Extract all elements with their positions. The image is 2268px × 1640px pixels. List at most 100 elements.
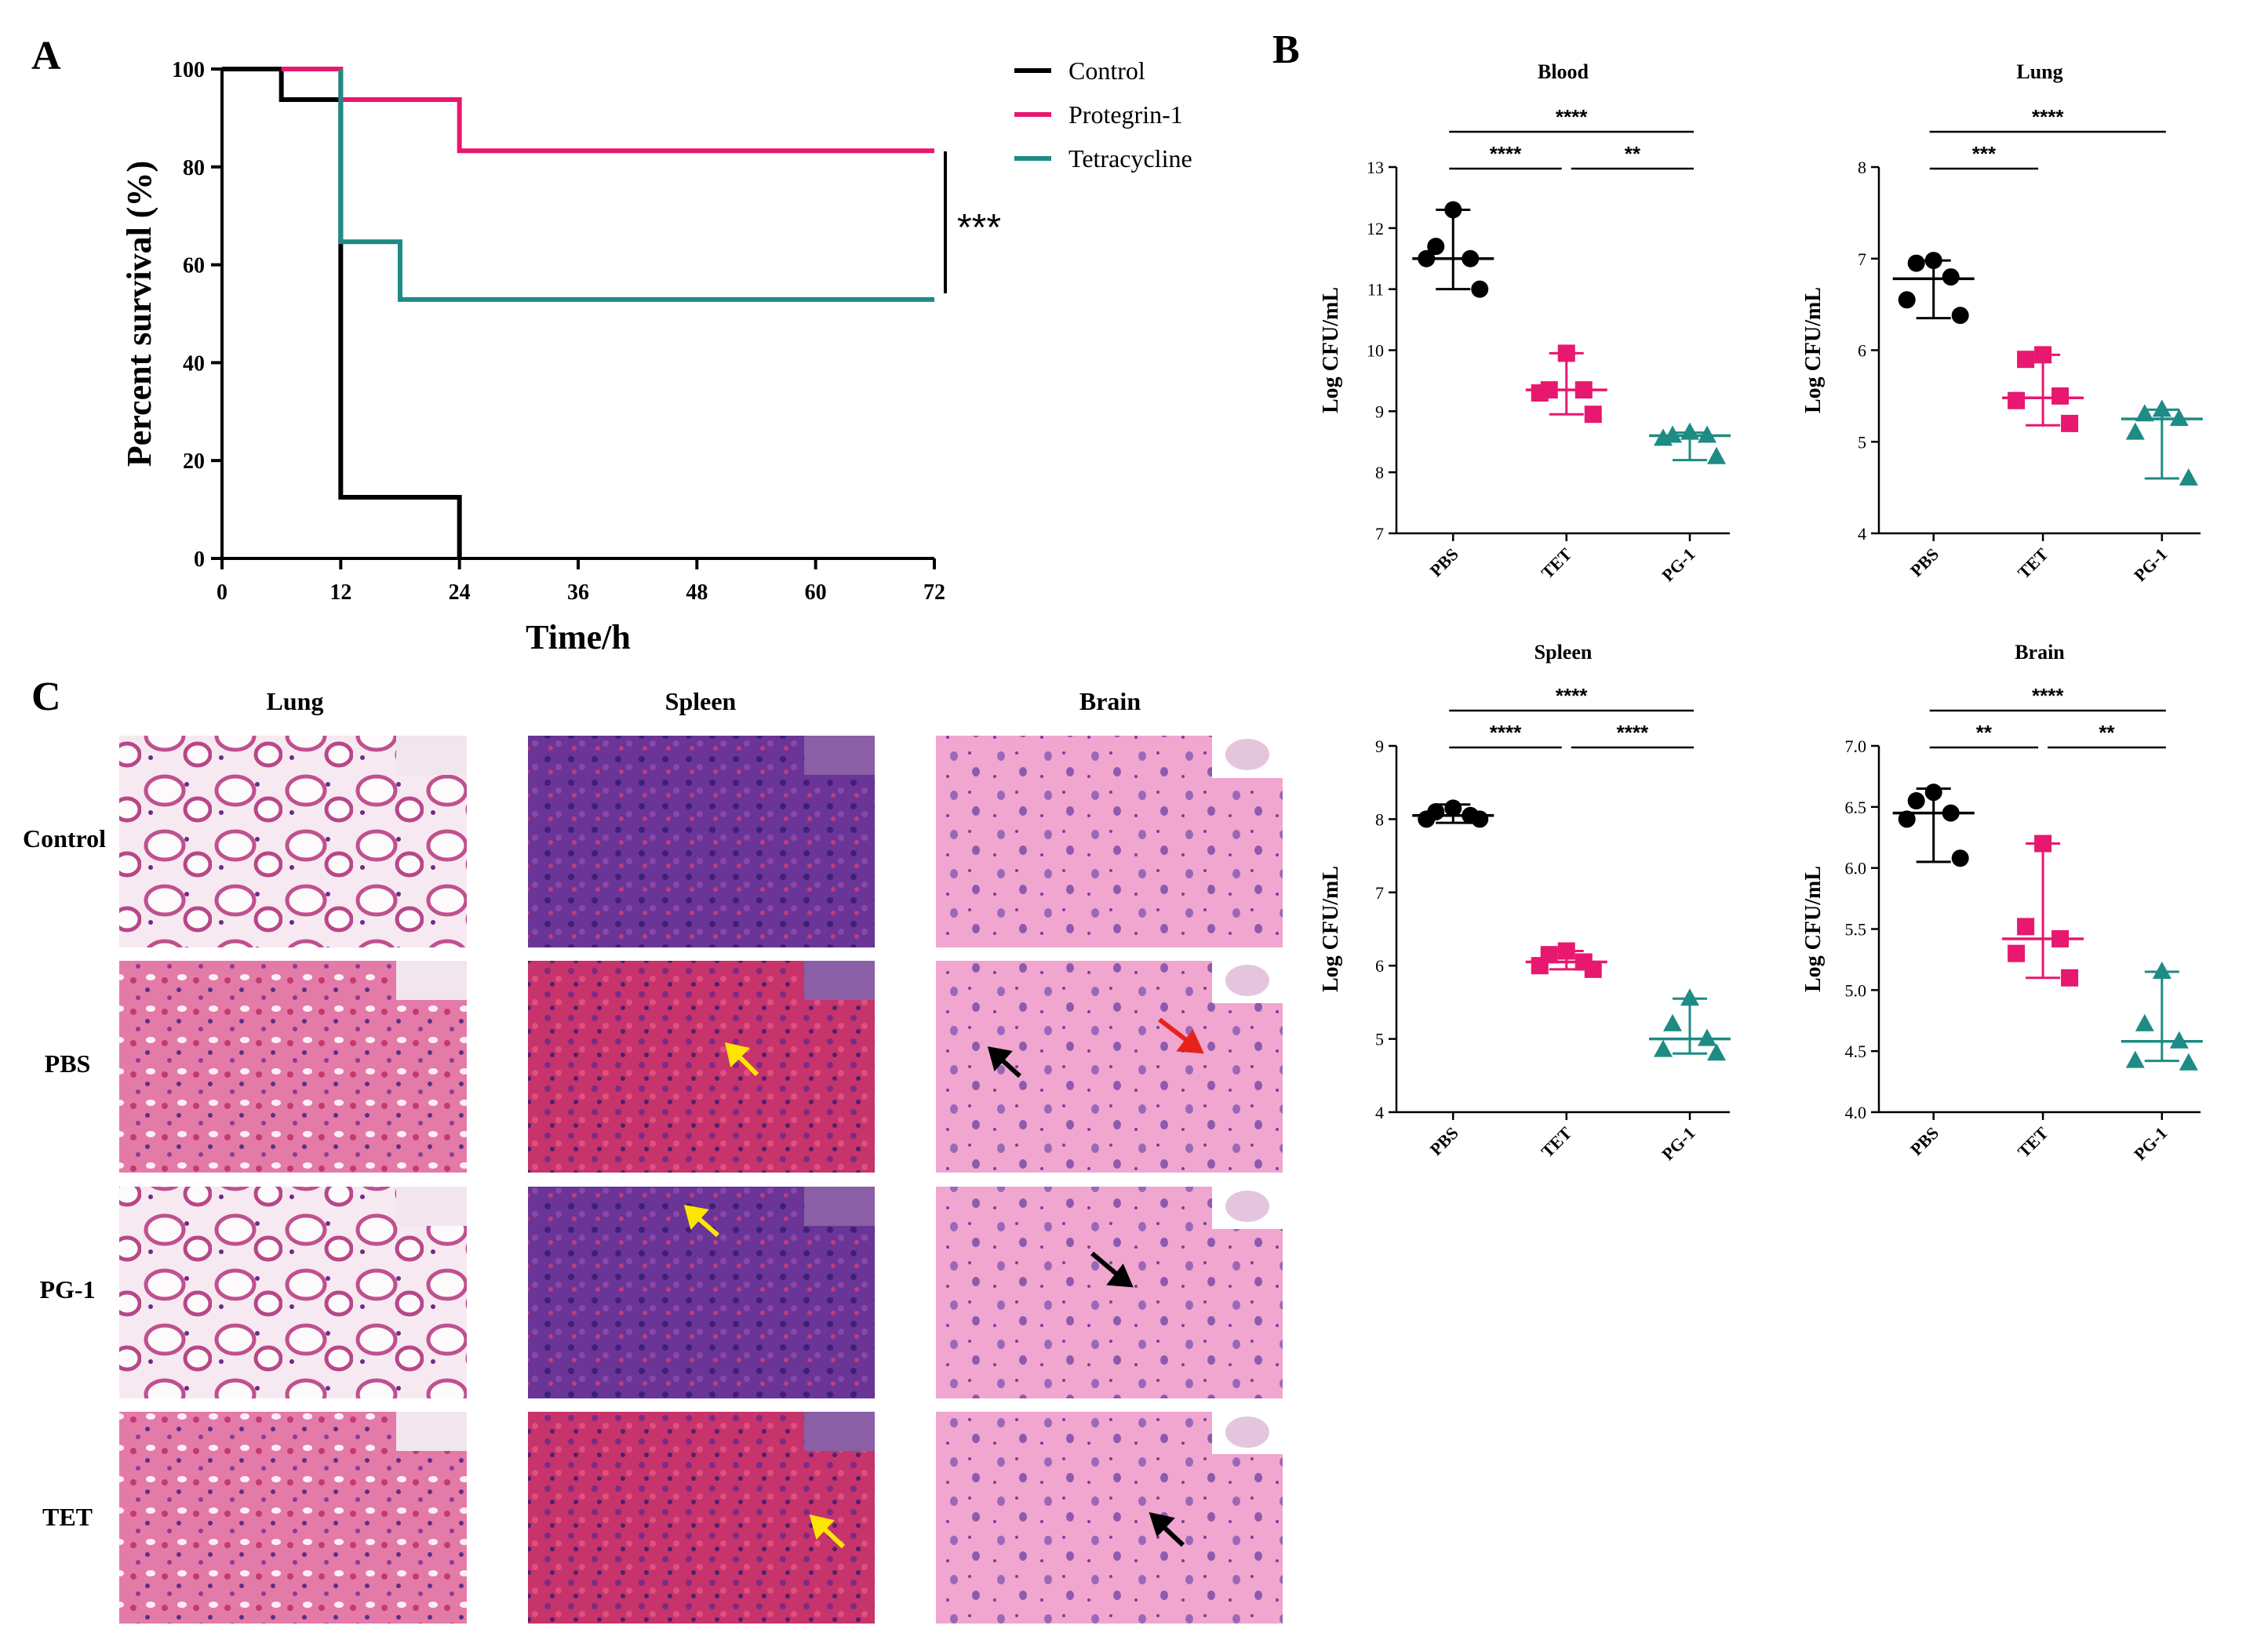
hist-row-tet: TET <box>42 1503 93 1531</box>
cfu-point-spleen-2-1 <box>1663 1013 1682 1031</box>
survival-legend: Control Protegrin-1 Tetracycline <box>1014 56 1192 173</box>
cfu-point-lung-1-2 <box>2051 387 2070 405</box>
cfu-point-brain-1-0 <box>2034 835 2052 853</box>
cfu-point-brain-2-1 <box>2135 1013 2154 1031</box>
inset-brain-section-pbs <box>1225 965 1269 996</box>
cfu-point-lung-1-3 <box>2008 391 2026 409</box>
cfu-y-tick-label-brain-1: 4.5 <box>1845 1042 1867 1061</box>
hist-col-lung: Lung <box>267 687 324 715</box>
cfu-x-tick-label-brain-2: PG-1 <box>2130 1123 2171 1164</box>
arrow-black-brain-pbs <box>987 1046 1022 1078</box>
cfu-point-lung-1-4 <box>2061 414 2079 432</box>
cfu-x-tick-label-spleen-1: TET <box>1537 1123 1575 1162</box>
cfu-point-blood-2-2 <box>1698 425 1716 443</box>
cfu-title-brain: Brain <box>2015 641 2065 664</box>
cfu-title-lung: Lung <box>2016 60 2062 83</box>
survival-x-tick-label-2: 24 <box>449 580 471 605</box>
panel-label-a: A <box>31 34 61 78</box>
cfu-point-lung-1-1 <box>2017 351 2035 369</box>
inset-lung-tet <box>396 1412 467 1451</box>
cfu-y-tick-label-blood-3: 10 <box>1367 341 1384 361</box>
cfu-bracket-label-spleen-1: **** <box>1490 721 1522 744</box>
arrow-yellow-spleen-pg1 <box>683 1205 719 1238</box>
panel-label-c: C <box>31 675 61 719</box>
legend-label-protegrin-1: Protegrin-1 <box>1068 100 1183 129</box>
cfu-point-spleen-1-3 <box>1531 957 1549 975</box>
cfu-y-axis-label-lung: Log CFU/mL <box>1801 287 1826 413</box>
cfu-x-tick-label-blood-0: PBS <box>1426 544 1462 580</box>
cfu-x-tick-label-spleen-0: PBS <box>1426 1123 1462 1159</box>
cfu-y-tick-label-brain-5: 6.5 <box>1845 798 1867 817</box>
inset-brain-section-pg1 <box>1225 1191 1269 1222</box>
cfu-y-tick-label-blood-5: 12 <box>1367 219 1384 238</box>
survival-x-axis-label: Time/h <box>526 618 631 656</box>
arrow-red-brain-pbs <box>1158 1017 1204 1054</box>
cfu-y-tick-label-brain-2: 5.0 <box>1845 980 1867 1000</box>
cfu-point-blood-2-4 <box>1707 446 1726 464</box>
cfu-bracket-label-brain-0: **** <box>2032 684 2064 707</box>
cfu-y-axis-label-brain: Log CFU/mL <box>1801 866 1826 992</box>
cfu-y-tick-label-lung-4: 8 <box>1858 158 1866 177</box>
cfu-point-blood-0-4 <box>1471 280 1489 298</box>
cfu-point-brain-0-4 <box>1951 849 1969 867</box>
survival-x-tick-label-4: 48 <box>686 580 708 605</box>
hist-row-control: Control <box>23 824 106 853</box>
cfu-bracket-label-lung-1: *** <box>1972 142 1997 165</box>
cfu-bracket-label-blood-2: ** <box>1625 142 1641 165</box>
cfu-y-tick-label-brain-4: 6.0 <box>1845 859 1867 878</box>
cfu-y-tick-label-lung-0: 4 <box>1858 524 1866 544</box>
cfu-title-spleen: Spleen <box>1534 641 1593 664</box>
cfu-y-tick-label-spleen-0: 4 <box>1375 1103 1384 1122</box>
cfu-point-blood-0-2 <box>1462 249 1480 267</box>
cfu-point-blood-2-3 <box>1654 428 1673 446</box>
histology-grid: Lung Spleen Brain Control PBS PG-1 TET <box>23 687 1283 1624</box>
cfu-point-lung-0-3 <box>1898 291 1916 309</box>
survival-significance: *** <box>957 207 1001 249</box>
survival-y-tick-label-5: 100 <box>172 58 205 82</box>
survival-y-tick-label-1: 20 <box>183 449 205 474</box>
cfu-x-tick-label-spleen-2: PG-1 <box>1658 1123 1698 1164</box>
inset-lung-pbs <box>396 961 467 1000</box>
cfu-y-tick-label-lung-2: 6 <box>1858 341 1866 361</box>
cfu-point-lung-2-2 <box>2169 409 2189 427</box>
legend-label-tetracycline: Tetracycline <box>1068 144 1192 173</box>
survival-y-tick-label-0: 0 <box>194 547 205 572</box>
cfu-x-tick-label-lung-0: PBS <box>1906 544 1942 580</box>
cfu-point-brain-2-0 <box>2152 961 2172 979</box>
cfu-point-blood-1-2 <box>1574 381 1593 399</box>
cfu-point-blood-0-3 <box>1418 249 1436 267</box>
hist-row-pg1: PG-1 <box>39 1275 95 1304</box>
legend-label-control: Control <box>1068 56 1145 85</box>
cfu-point-brain-0-2 <box>1942 804 1960 822</box>
cfu-point-brain-1-4 <box>2061 969 2079 987</box>
inset-brain-section-tet <box>1225 1416 1269 1448</box>
cfu-y-tick-label-lung-1: 5 <box>1858 432 1866 452</box>
cfu-y-tick-label-blood-2: 9 <box>1375 402 1384 421</box>
cfu-y-tick-label-lung-3: 7 <box>1858 249 1866 269</box>
cfu-y-tick-label-brain-6: 7.0 <box>1845 736 1867 756</box>
cfu-point-brain-2-2 <box>2169 1031 2189 1049</box>
cfu-point-spleen-1-4 <box>1584 960 1602 978</box>
cfu-point-lung-0-4 <box>1951 307 1969 325</box>
cfu-bracket-label-blood-0: **** <box>1556 105 1588 129</box>
cfu-point-brain-1-2 <box>2051 929 2070 947</box>
cfu-point-blood-0-1 <box>1427 238 1445 256</box>
cfu-y-tick-label-spleen-4: 8 <box>1375 809 1384 829</box>
hist-col-spleen: Spleen <box>665 687 737 715</box>
cfu-y-tick-label-brain-3: 5.5 <box>1845 920 1867 940</box>
cfu-x-tick-label-blood-1: TET <box>1537 544 1575 583</box>
cfu-y-tick-label-spleen-2: 6 <box>1375 956 1384 976</box>
inset-lung-control <box>396 736 467 775</box>
cfu-point-spleen-0-4 <box>1471 810 1489 828</box>
cfu-point-spleen-2-0 <box>1680 988 1699 1006</box>
cfu-y-tick-label-blood-1: 8 <box>1375 463 1384 482</box>
cfu-bracket-label-brain-1: ** <box>1976 721 1993 744</box>
cfu-point-lung-1-0 <box>2034 346 2052 364</box>
cfu-bracket-label-lung-0: **** <box>2032 105 2064 129</box>
survival-y-axis-label: Percent survival (%) <box>120 161 158 467</box>
inset-spleen-pg1 <box>804 1187 875 1226</box>
inset-spleen-pbs <box>804 961 875 1000</box>
cfu-point-brain-2-3 <box>2125 1050 2145 1068</box>
